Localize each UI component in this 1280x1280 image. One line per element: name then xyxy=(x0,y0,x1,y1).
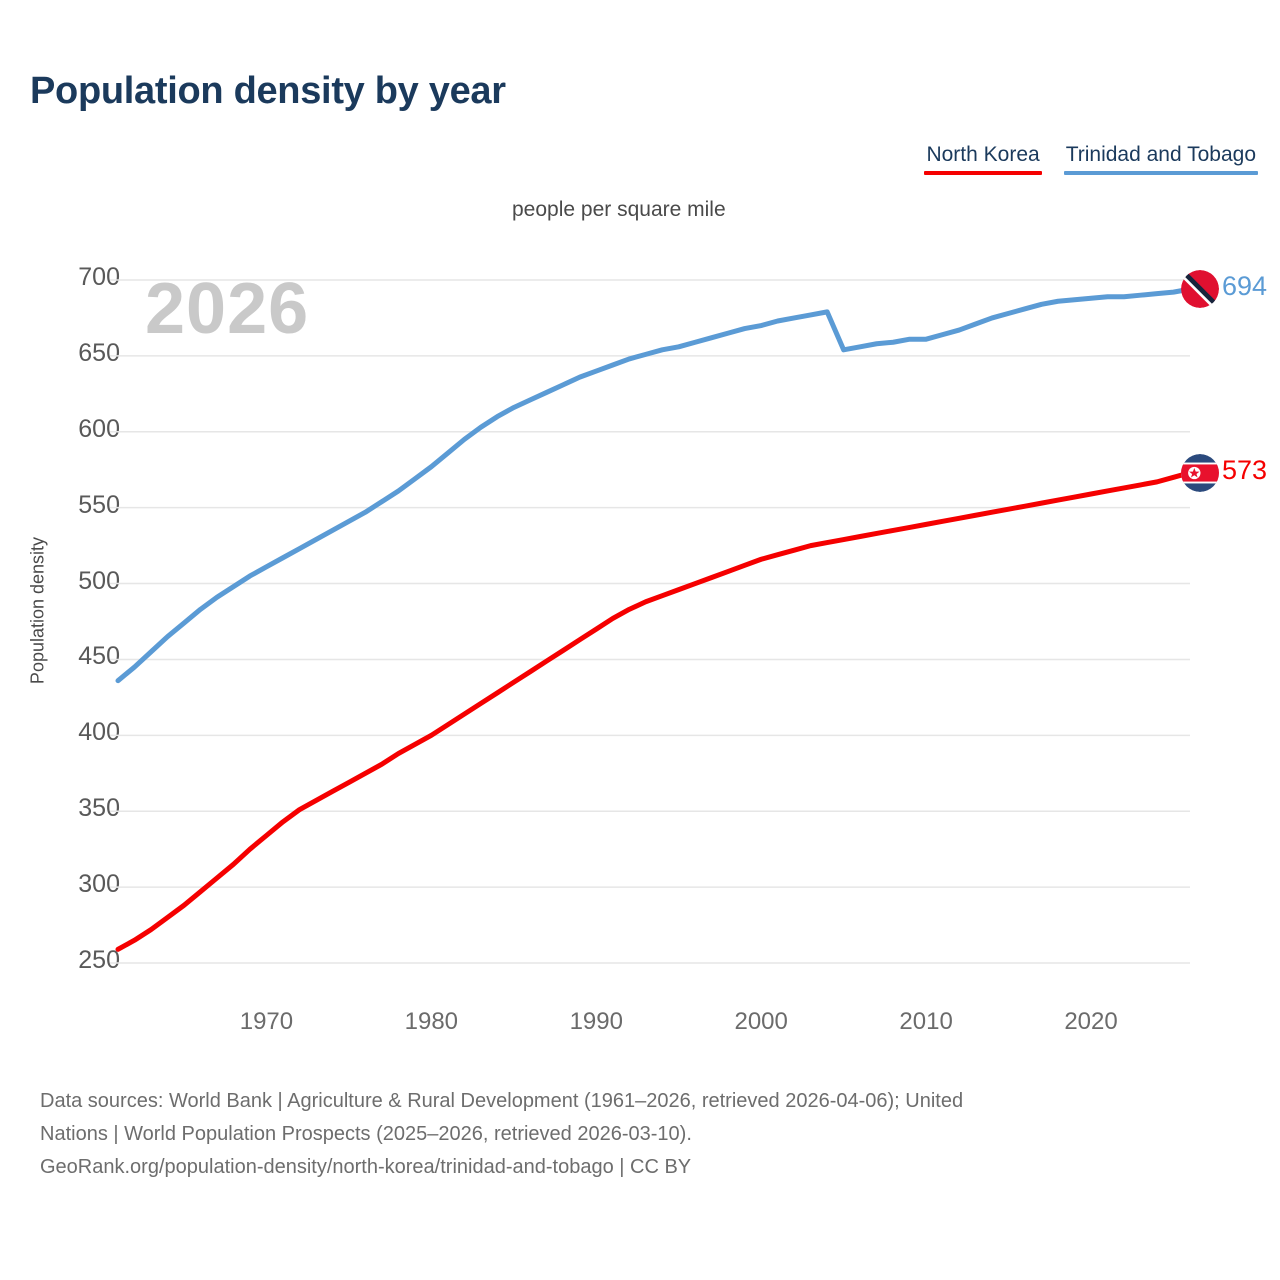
legend-item-north-korea[interactable]: North Korea xyxy=(924,143,1042,175)
legend-label-trinidad-and-tobago: Trinidad and Tobago xyxy=(1065,143,1256,166)
footer-sources: Data sources: World Bank | Agriculture &… xyxy=(40,1085,1250,1184)
end-value-trinidad-and-tobago: 694 xyxy=(1222,271,1268,302)
y-tick-label: 250 xyxy=(78,946,120,974)
legend-item-trinidad-and-tobago[interactable]: Trinidad and Tobago xyxy=(1063,143,1258,175)
y-tick-label: 500 xyxy=(78,566,120,595)
footer-line-3: GeoRank.org/population-density/north-kor… xyxy=(40,1156,692,1178)
chart-gridlines xyxy=(110,279,1190,964)
x-tick-label: 1990 xyxy=(569,1008,623,1035)
trinidad-and-tobago-flag-icon xyxy=(1181,270,1219,309)
y-tick-label: 650 xyxy=(78,338,120,367)
chart-subtitle: people per square mile xyxy=(512,198,726,221)
x-tick-label: 2020 xyxy=(1064,1008,1118,1035)
end-value-north-korea: 573 xyxy=(1222,454,1268,485)
page-title: Population density by year xyxy=(30,70,506,112)
y-tick-label: 700 xyxy=(78,263,120,291)
legend-label-north-korea: North Korea xyxy=(926,143,1040,166)
x-tick-label: 2000 xyxy=(734,1008,788,1035)
y-tick-label: 550 xyxy=(78,490,120,519)
footer-line-1: Data sources: World Bank | Agriculture &… xyxy=(40,1090,964,1112)
chart-legend: North Korea Trinidad and Tobago xyxy=(924,143,1258,175)
footer-line-2: Nations | World Population Prospects (20… xyxy=(40,1123,692,1145)
north-korea-flag-icon xyxy=(1181,453,1219,492)
y-tick-label: 350 xyxy=(78,794,120,823)
legend-rule-trinidad-and-tobago xyxy=(1063,171,1258,175)
x-tick-label: 1970 xyxy=(239,1008,294,1035)
x-tick-label: 2010 xyxy=(899,1008,953,1035)
year-watermark: 2026 xyxy=(145,269,310,349)
x-tick-label: 1980 xyxy=(404,1008,459,1035)
y-tick-label: 300 xyxy=(78,870,120,899)
y-tick-label: 600 xyxy=(78,414,120,443)
series-line-trinidad-and-tobago xyxy=(115,286,1193,684)
legend-rule-north-korea xyxy=(924,171,1042,175)
y-tick-label: 400 xyxy=(78,718,120,747)
series-line-north-korea xyxy=(115,470,1193,952)
y-tick-label: 450 xyxy=(78,642,120,671)
